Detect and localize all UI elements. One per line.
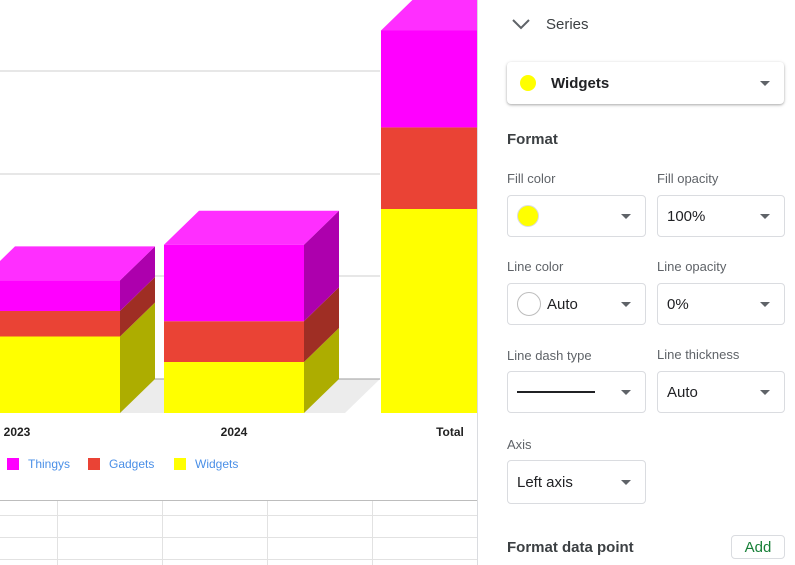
bar-thingys-2024 <box>164 244 304 322</box>
line-opacity-dropdown[interactable]: 0% <box>657 283 785 325</box>
fill-color-swatch <box>517 205 539 227</box>
add-data-point-button[interactable]: Add <box>731 535 785 559</box>
series-section-header[interactable]: Series <box>510 15 589 33</box>
axis-value: Left axis <box>517 473 573 491</box>
line-thickness-dropdown[interactable]: Auto <box>657 371 785 413</box>
series-select-value: Widgets <box>551 74 610 92</box>
bar-thingys-2023 <box>0 280 120 311</box>
bar-widgets-total <box>381 209 477 413</box>
series-section-title: Series <box>546 15 589 33</box>
format-data-point-title: Format data point <box>507 539 634 556</box>
line-color-label: Line color <box>507 259 564 274</box>
line-opacity-label: Line opacity <box>657 259 727 274</box>
bar-side-gadgets-2024 <box>304 287 339 362</box>
legend-label-thingys: Thingys <box>28 457 70 471</box>
solid-line-icon <box>517 391 595 393</box>
line-color-dropdown[interactable]: Auto <box>507 283 646 325</box>
series-select[interactable]: Widgets <box>507 62 784 104</box>
chart-floor-front <box>0 413 477 418</box>
bar-widgets-2024 <box>164 362 304 413</box>
line-dash-label: Line dash type <box>507 348 592 363</box>
sheet-col-line <box>162 501 163 565</box>
series-color-dot <box>520 75 536 91</box>
caret-down-icon <box>760 302 770 307</box>
bar-side-widgets-2023 <box>120 302 155 413</box>
bar-side-thingys-2024 <box>304 210 339 322</box>
caret-down-icon <box>621 390 631 395</box>
axis-dropdown[interactable]: Left axis <box>507 460 646 504</box>
format-title: Format <box>507 131 558 148</box>
caret-down-icon <box>621 214 631 219</box>
bar-widgets-2023 <box>0 336 120 413</box>
caret-down-icon <box>621 480 631 485</box>
fill-opacity-dropdown[interactable]: 100% <box>657 195 785 237</box>
chart-editor-panel: Series Widgets Format Fill color Fill op… <box>478 0 795 565</box>
bar-thingys-total <box>381 30 477 128</box>
legend-label-gadgets: Gadgets <box>109 457 154 471</box>
bar-side-thingys-2023 <box>120 246 155 311</box>
x-tick-label-2023: 2023 <box>4 425 31 439</box>
bar-top-2024 <box>164 210 339 245</box>
line-thickness-value: Auto <box>667 383 698 401</box>
line-opacity-value: 0% <box>667 295 689 313</box>
caret-down-icon <box>760 214 770 219</box>
line-color-value: Auto <box>547 295 578 313</box>
bar-gadgets-2024 <box>164 321 304 362</box>
bar-gadgets-total <box>381 127 477 209</box>
panel-divider <box>477 0 478 565</box>
line-dash-dropdown[interactable] <box>507 371 646 413</box>
caret-down-icon <box>621 302 631 307</box>
chart-svg: 2023 2024 Total Thingys Gadgets Widgets <box>0 0 477 471</box>
fill-color-dropdown[interactable] <box>507 195 646 237</box>
legend-swatch-gadgets <box>88 458 100 470</box>
legend-label-widgets: Widgets <box>195 457 238 471</box>
bar-side-widgets-2024 <box>304 328 339 413</box>
bar-top-total <box>381 0 477 31</box>
sheet-row-line <box>0 559 477 560</box>
bar-side-gadgets-2023 <box>120 277 155 337</box>
caret-down-icon <box>760 390 770 395</box>
sheet-row-line <box>0 515 477 516</box>
fill-color-label: Fill color <box>507 171 556 186</box>
x-tick-label-total: Total <box>436 425 464 439</box>
sheet-grid[interactable] <box>0 500 477 565</box>
chevron-down-icon[interactable] <box>510 15 532 33</box>
fill-opacity-value: 100% <box>667 207 706 225</box>
legend-swatch-widgets <box>174 458 186 470</box>
line-thickness-label: Line thickness <box>657 347 740 362</box>
sheet-col-line <box>372 501 373 565</box>
line-color-swatch <box>517 292 541 316</box>
bar-top-2023 <box>0 246 155 281</box>
caret-down-icon <box>760 81 770 86</box>
sheet-col-line <box>267 501 268 565</box>
bar-gadgets-2023 <box>0 311 120 337</box>
axis-label: Axis <box>507 437 532 452</box>
sheet-col-line <box>57 501 58 565</box>
fill-opacity-label: Fill opacity <box>657 171 719 186</box>
chart-area[interactable]: 2023 2024 Total Thingys Gadgets Widgets <box>0 0 477 565</box>
x-tick-label-2024: 2024 <box>221 425 248 439</box>
legend-swatch-thingys <box>7 458 19 470</box>
sheet-row-line <box>0 537 477 538</box>
